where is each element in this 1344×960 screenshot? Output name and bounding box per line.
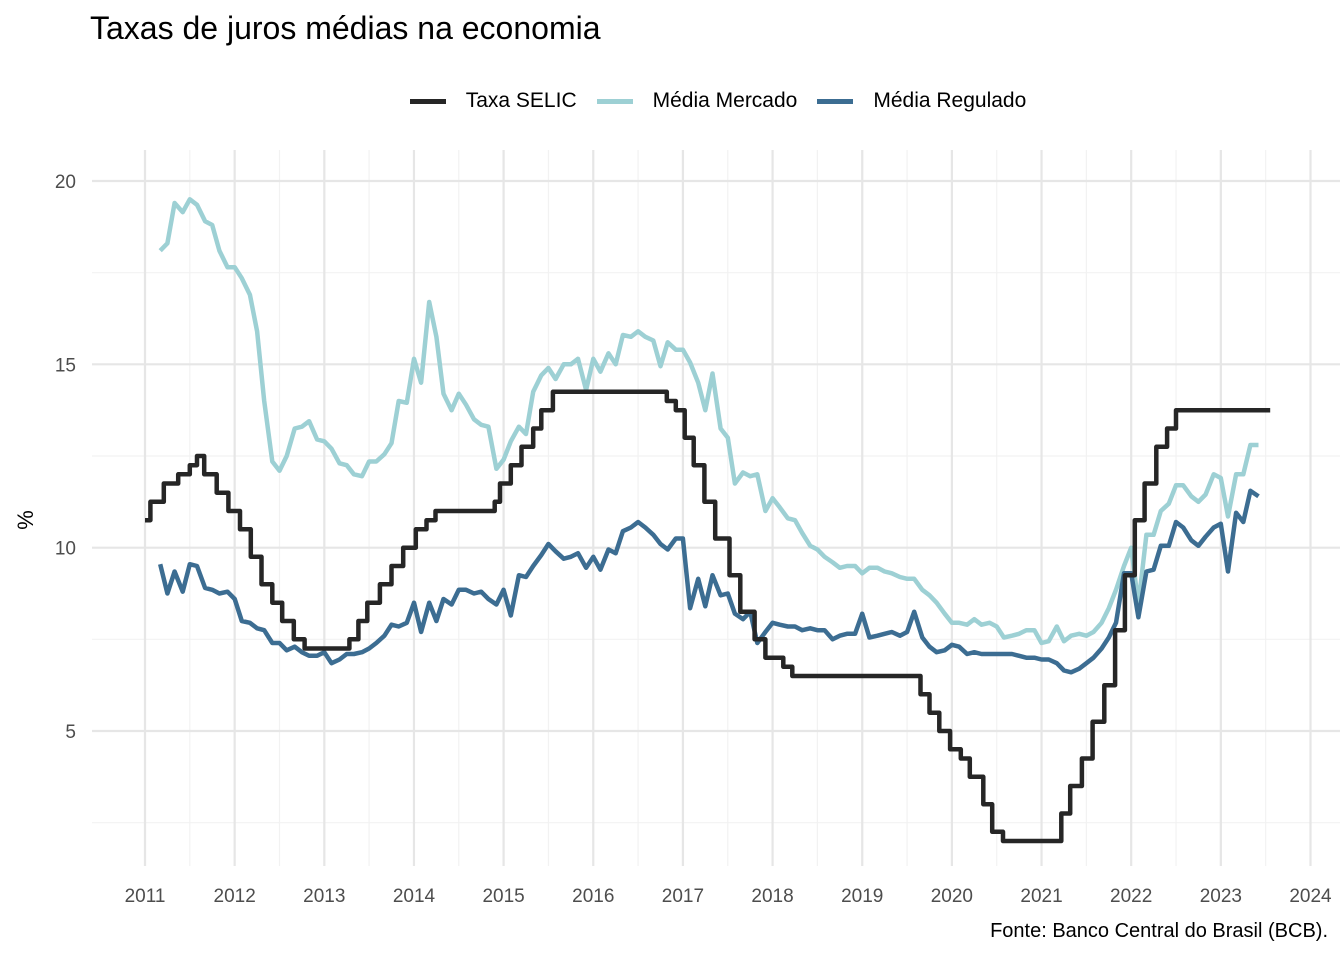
x-tick-label: 2023 — [1200, 886, 1242, 907]
x-tick-labels: 2011 2012 2013 2014 2015 2016 2017 2018 2019 2020… — [125, 886, 1332, 907]
legend-label: Média Mercado — [652, 89, 798, 112]
x-tick-label: 2014 — [393, 886, 436, 907]
y-tick-label: 5 — [65, 722, 76, 743]
x-tick-label: 2024 — [1289, 886, 1332, 907]
x-tick-label: 2021 — [1020, 886, 1062, 907]
x-tick-label: 2012 — [214, 886, 256, 907]
y-axis-label: % — [13, 510, 38, 530]
legend-item-2: Média Regulado — [817, 86, 1026, 116]
y-tick-labels: 5 10 15 20 — [55, 172, 76, 743]
legend-key — [409, 98, 446, 104]
y-tick-label: 20 — [55, 172, 76, 193]
series-line-2 — [158, 488, 1260, 675]
legend-key — [596, 98, 633, 104]
x-tick-label: 2016 — [572, 886, 614, 907]
grid-lines — [92, 150, 1340, 866]
legend: Taxa SELIC Média Mercado Média Regulado — [0, 86, 1344, 116]
series-line-0 — [145, 389, 1271, 844]
legend-label: Média Regulado — [873, 89, 1027, 112]
chart-title: Taxas de juros médias na economia — [90, 10, 601, 46]
legend-label: Taxa SELIC — [465, 89, 577, 112]
x-tick-label: 2020 — [931, 886, 973, 907]
legend-item-0: Taxa SELIC — [409, 86, 577, 116]
x-tick-label: 2019 — [841, 886, 883, 907]
x-tick-label: 2015 — [482, 886, 524, 907]
y-tick-label: 15 — [55, 355, 76, 376]
x-tick-label: 2022 — [1110, 886, 1152, 907]
legend-key — [817, 98, 854, 104]
x-tick-label: 2011 — [125, 886, 166, 907]
series-line-1 — [158, 197, 1259, 646]
series-layer — [145, 197, 1271, 844]
x-tick-label: 2013 — [303, 886, 345, 907]
legend-item-1: Média Mercado — [596, 86, 798, 116]
y-tick-label: 10 — [55, 539, 76, 560]
x-tick-label: 2017 — [662, 886, 704, 907]
x-tick-label: 2018 — [751, 886, 793, 907]
caption: Fonte: Banco Central do Brasil (BCB). — [990, 920, 1328, 942]
